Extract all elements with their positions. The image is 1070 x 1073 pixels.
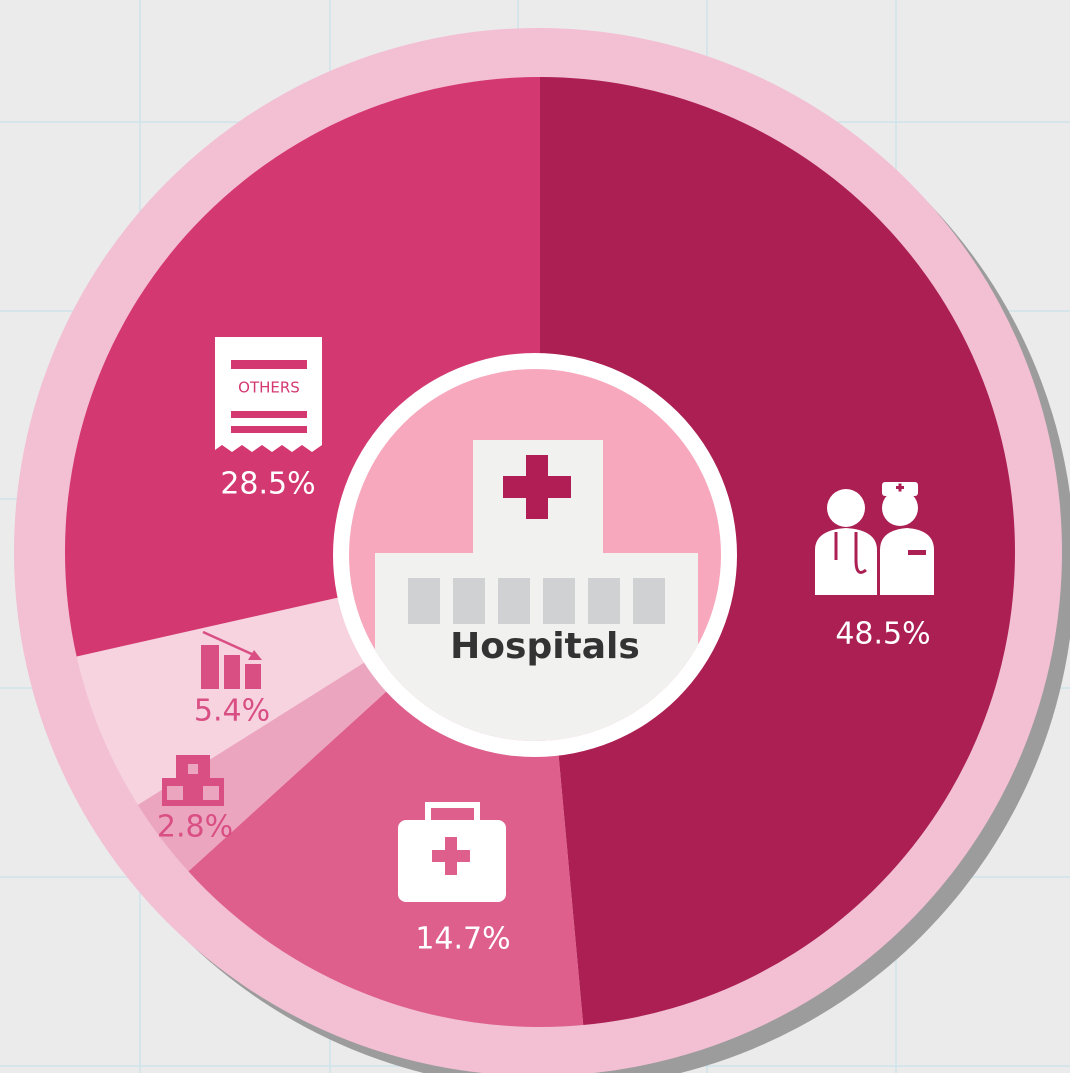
value-label: 14.7%: [415, 922, 510, 957]
center-title: Hospitals: [450, 626, 640, 667]
value-label: 48.5%: [835, 617, 930, 652]
category-label: OTHERS: [238, 379, 300, 397]
staff-icon: [815, 482, 934, 595]
slice: [540, 77, 1015, 1026]
kit-icon: [398, 802, 506, 902]
value-label: 2.8%: [157, 810, 233, 845]
icons: OTHERS: [162, 337, 934, 902]
receipt-icon: OTHERS: [215, 337, 322, 452]
value-label: 28.5%: [220, 467, 315, 502]
labels: 48.5% 14.7% 2.8% 5.4% 28.5%: [157, 467, 931, 957]
value-label: 5.4%: [194, 694, 270, 729]
decline-icon: [201, 630, 262, 689]
